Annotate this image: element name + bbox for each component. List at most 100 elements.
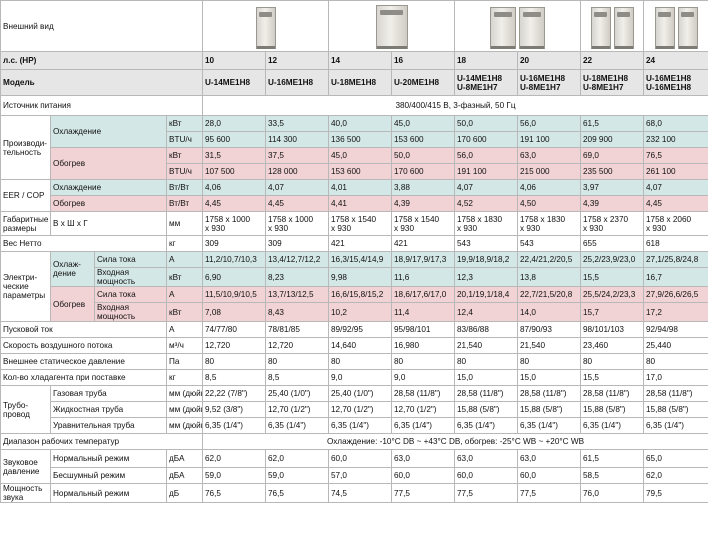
table-cell: 421 [328, 235, 392, 252]
table-cell: 8,23 [265, 267, 329, 287]
specifications-body: Внешний вид л.с. (HP) 10 12 14 16 18 20 22 24 Моде… [0, 0, 708, 503]
table-cell: 8,5 [265, 369, 329, 386]
unit-14hp-icon [375, 2, 408, 49]
starting-current-label: Пусковой ток [0, 321, 167, 338]
table-cell: 191 100 [454, 163, 518, 180]
power-supply-value: 380/400/415 В, 3-фазный, 50 Гц [202, 95, 708, 116]
electrical-heating-label: Обогрев [50, 286, 95, 322]
electrical-label: Электри- ческие параметры [0, 251, 51, 322]
table-cell: 6,35 (1/4") [391, 417, 455, 434]
table-cell: 4,45 [202, 195, 266, 212]
table-cell: 23,460 [580, 337, 644, 354]
table-cell: 170 600 [391, 163, 455, 180]
table-cell: 27,9/26,6/26,5 [643, 286, 708, 303]
model-label: Модель [0, 69, 203, 96]
table-cell: 12,3 [454, 267, 518, 287]
net-weight-label: Вес Нетто [0, 235, 167, 252]
table-cell: 17,2 [643, 302, 708, 322]
table-cell: 153 600 [328, 163, 392, 180]
dimension-cell: 1758 x 1540 x 930 [328, 211, 392, 236]
model-cell: U-16ME1H8 U-16ME1H8 [643, 69, 708, 96]
table-row: Модель U-14ME1H8 U-16ME1H8 U-18ME1H8 U-20ME1… [0, 69, 708, 96]
model-cell: U-14ME1H8 [202, 69, 266, 96]
table-cell: 235 500 [580, 163, 644, 180]
table-cell: 12 [265, 51, 329, 70]
table-cell: 77,5 [391, 483, 455, 503]
unit: мм (дюймы) [166, 417, 203, 434]
table-cell: 76,5 [202, 483, 266, 503]
table-cell: 15,5 [580, 267, 644, 287]
table-row: Звуковое давление Нормальный режим дБА 62,0… [0, 449, 708, 484]
table-cell: 19,9/18,9/18,2 [454, 251, 518, 268]
table-cell: 50,0 [454, 115, 518, 132]
table-row: Электри- ческие параметры Охлаж- дение Сил… [0, 251, 708, 322]
dimensions-sub: В х Ш х Г [50, 211, 167, 236]
table-row: Вес Нетто кг 309 309 421 421 543 543 655 618 [0, 235, 708, 252]
table-row: Входная мощность кВт 6,90 8,23 9,98 11,6 12,3 1… [0, 267, 708, 287]
eer-cop-label: EER / COP [0, 179, 51, 212]
table-cell: 421 [391, 235, 455, 252]
table-cell: 80 [454, 353, 518, 370]
table-cell: 28,0 [202, 115, 266, 132]
table-cell: 80 [643, 353, 708, 370]
table-cell: 15,88 (5/8") [454, 401, 518, 418]
liquid-pipe-label: Жидкостная труба [50, 401, 167, 418]
model-cell: U-16ME1H8 [265, 69, 329, 96]
table-cell: 89/92/95 [328, 321, 392, 338]
table-cell: 543 [517, 235, 581, 252]
cop-label: Обогрев [50, 195, 167, 212]
table-cell: 76,5 [265, 483, 329, 503]
table-cell: 6,35 (1/4") [202, 417, 266, 434]
table-cell: 28,58 (11/8") [517, 385, 581, 402]
power-supply-label: Источник питания [0, 95, 203, 116]
table-cell: 4,50 [517, 195, 581, 212]
table-cell: 232 100 [643, 131, 708, 148]
table-cell: 95/98/101 [391, 321, 455, 338]
table-cell: 21,540 [454, 337, 518, 354]
table-cell: 191 100 [517, 131, 581, 148]
table-cell: 80 [202, 353, 266, 370]
table-cell: 22,7/21,5/20,8 [517, 286, 581, 303]
dimension-cell: 1758 x 2370 x 930 [580, 211, 644, 236]
unit: BTU/ч [166, 131, 203, 148]
table-cell: 92/94/98 [643, 321, 708, 338]
unit: А [166, 286, 203, 303]
table-cell: 50,0 [391, 147, 455, 164]
unit: Вт/Вт [166, 195, 203, 212]
unit: кг [166, 235, 203, 252]
table-cell: 57,0 [328, 467, 392, 484]
silent-mode-label: Бесшумный режим [50, 467, 167, 484]
table-cell: 4,45 [265, 195, 329, 212]
table-cell: 10 [202, 51, 266, 70]
table-cell: 4,06 [517, 179, 581, 196]
table-cell: 25,440 [643, 337, 708, 354]
model-cell: U-14ME1H8 U-8ME1H7 [454, 69, 518, 96]
table-cell: 4,52 [454, 195, 518, 212]
table-cell: 20 [517, 51, 581, 70]
table-cell: 4,39 [580, 195, 644, 212]
equalizer-pipe-label: Уравнительная труба [50, 417, 167, 434]
unit-image-cell [643, 0, 708, 52]
table-cell: 80 [391, 353, 455, 370]
table-cell: 7,08 [202, 302, 266, 322]
table-cell: 40,0 [328, 115, 392, 132]
table-cell: 13,7/13/12,5 [265, 286, 329, 303]
table-cell: 20,1/19,1/18,4 [454, 286, 518, 303]
unit: кВт [166, 302, 203, 322]
unit: кВт [166, 267, 203, 287]
table-cell: 31,5 [202, 147, 266, 164]
table-cell: 114 300 [265, 131, 329, 148]
table-cell: 79,5 [643, 483, 708, 503]
table-cell: 4,07 [265, 179, 329, 196]
temp-range-label: Диапазон рабочих температур [0, 433, 203, 450]
table-cell: 16,980 [391, 337, 455, 354]
table-row: Пусковой ток А 74/77/80 78/81/85 89/92/95 95/… [0, 321, 708, 338]
static-pressure-label: Внешнее статическое давление [0, 353, 167, 370]
table-cell: 16,6/15,8/15,2 [328, 286, 392, 303]
table-cell: 28,58 (11/8") [580, 385, 644, 402]
table-row: Обогрев Сила тока А 11,5/10,9/10,5 13,7/13/1… [0, 286, 708, 322]
table-cell: 60,0 [454, 467, 518, 484]
table-cell: 17,0 [643, 369, 708, 386]
table-cell: 170 600 [454, 131, 518, 148]
table-cell: 74/77/80 [202, 321, 266, 338]
